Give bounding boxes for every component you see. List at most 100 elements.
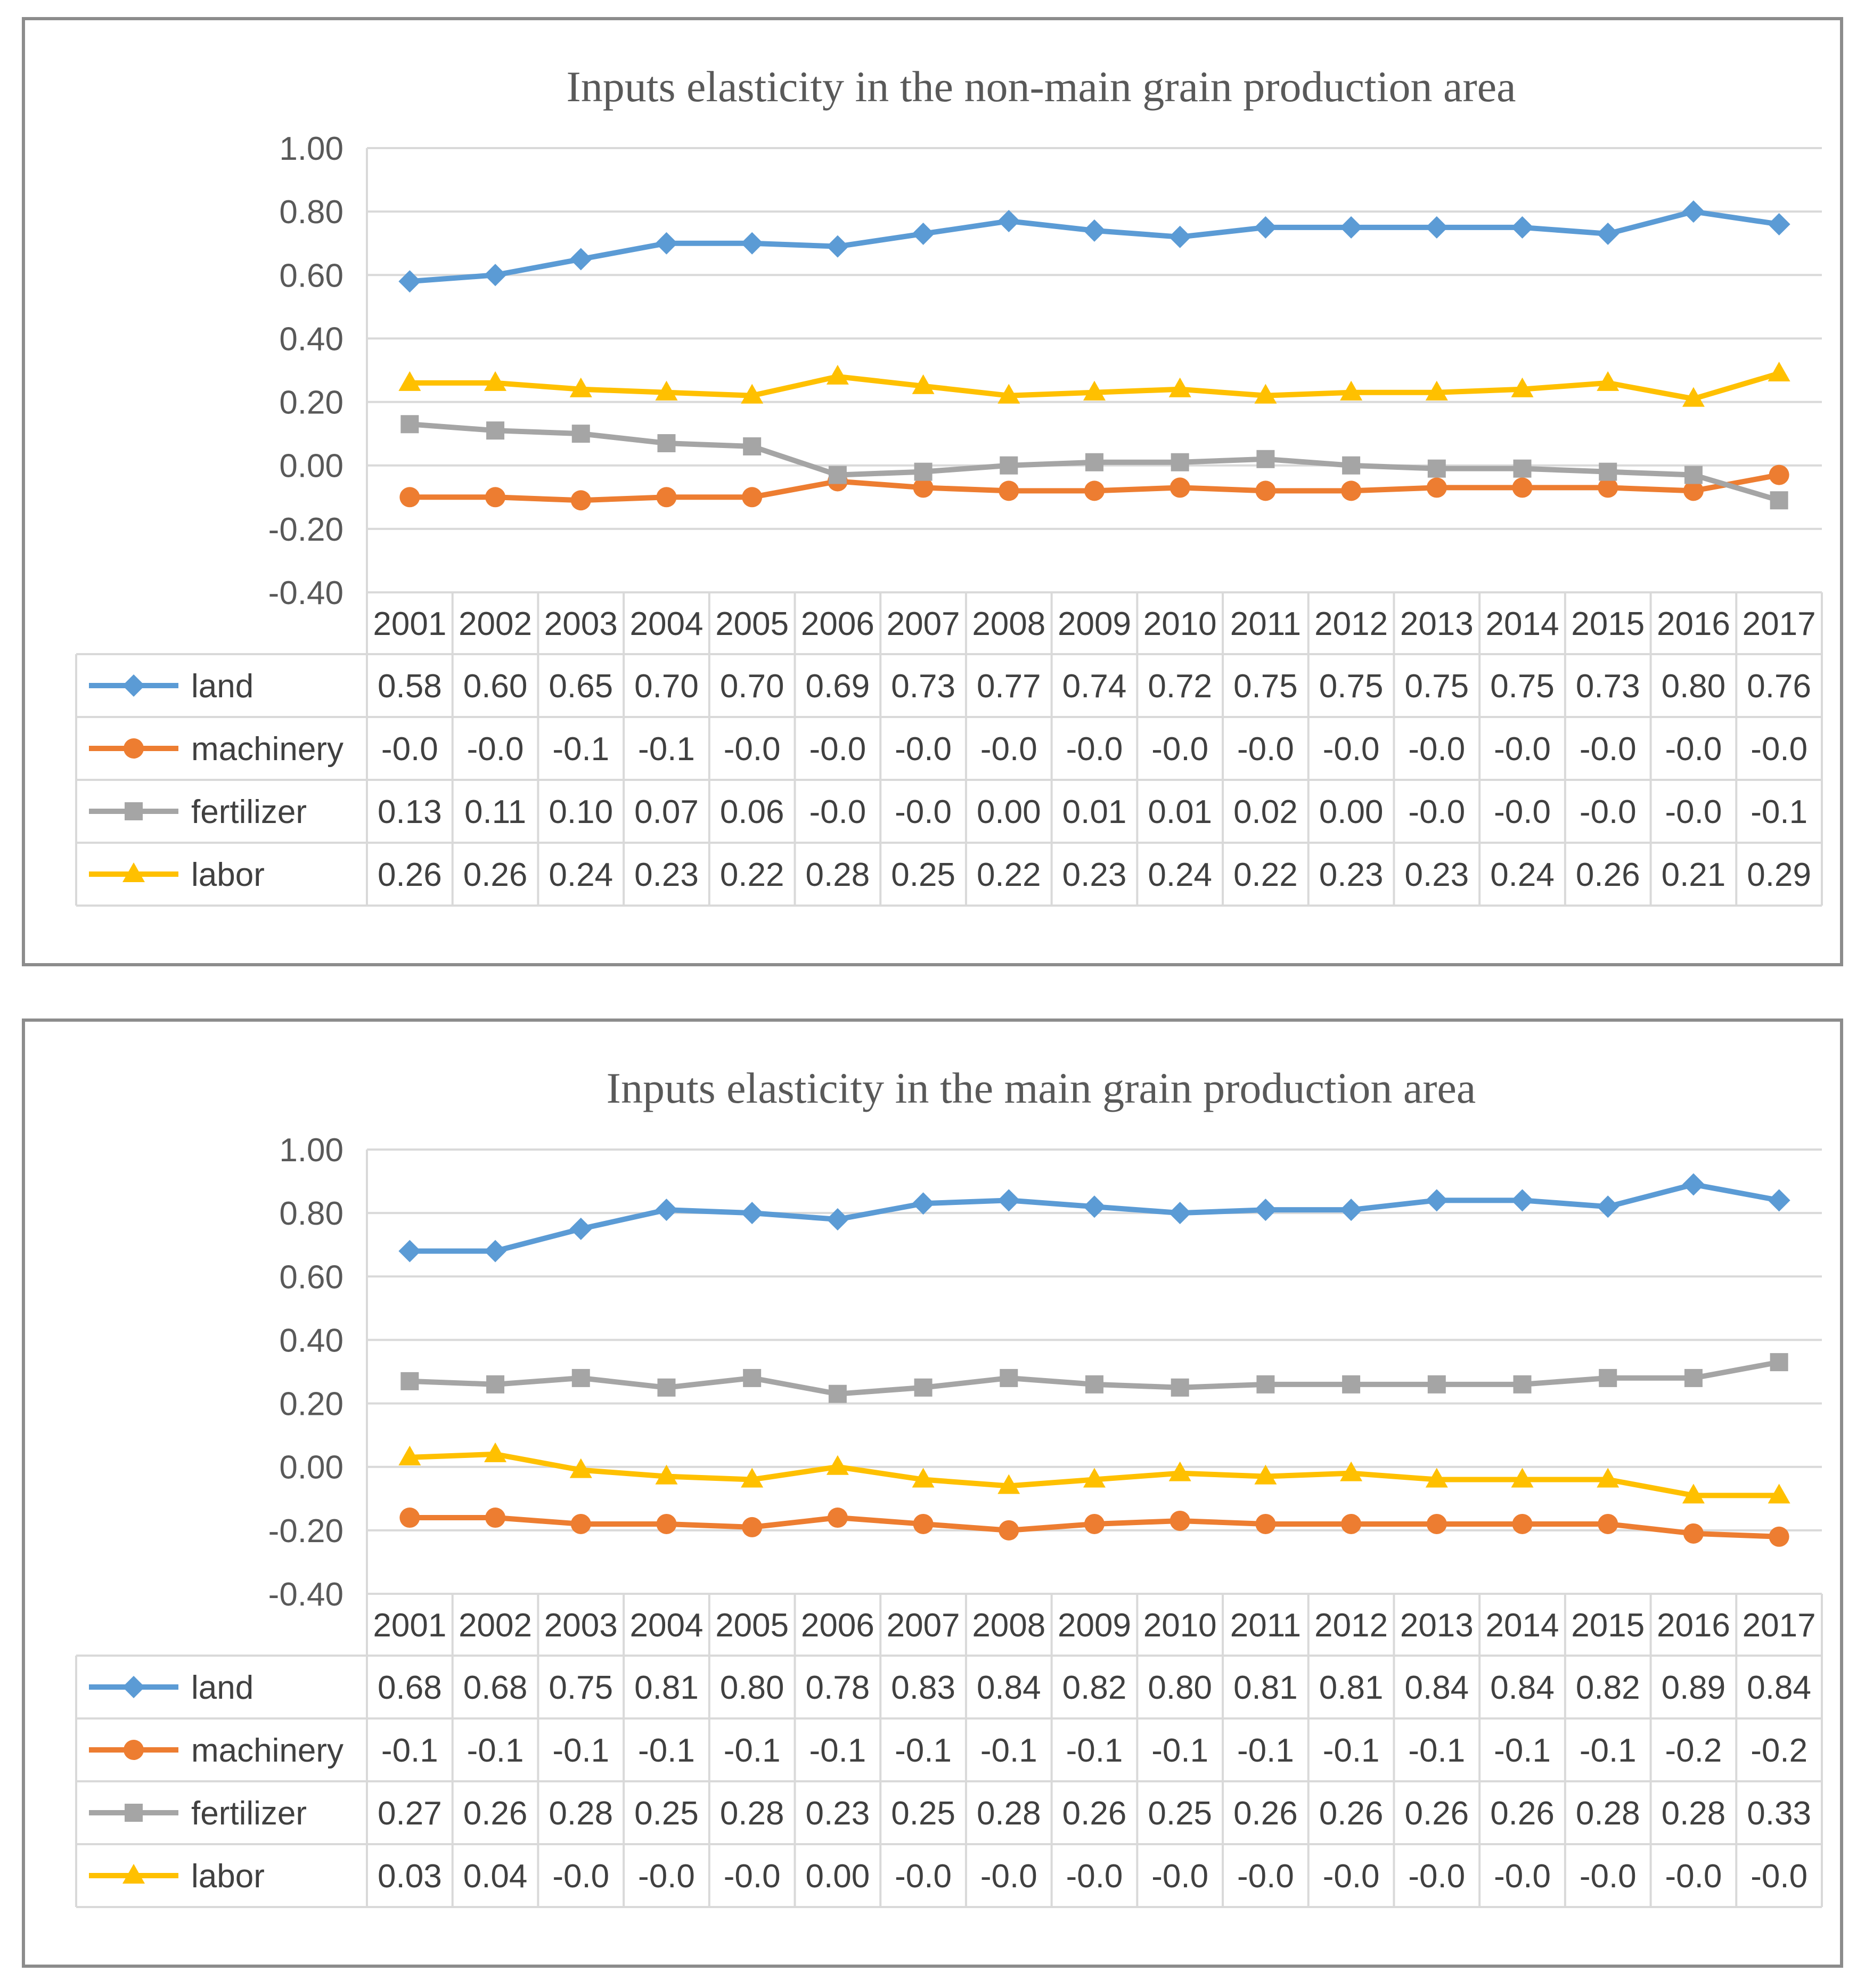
x-tick-label: 2005 — [715, 606, 789, 642]
legend-marker-machinery — [124, 738, 144, 759]
point-land — [1597, 1195, 1619, 1218]
data-label-land: 0.80 — [1662, 668, 1726, 705]
point-machinery — [1683, 1523, 1704, 1544]
data-label-machinery: -0.1 — [724, 1732, 781, 1769]
data-label-fertilizer: 0.25 — [1148, 1795, 1212, 1832]
data-label-labor: 0.23 — [1062, 857, 1127, 893]
point-land — [1597, 222, 1619, 245]
data-label-fertilizer: 0.26 — [1404, 1795, 1469, 1832]
y-tick-label: 0.20 — [279, 1386, 343, 1423]
data-label-machinery: -0.0 — [1237, 731, 1294, 768]
data-label-fertilizer: 0.06 — [720, 794, 784, 830]
x-tick-label: 2014 — [1486, 1607, 1559, 1644]
data-label-labor: -0.0 — [1580, 1858, 1637, 1895]
data-label-labor: -0.0 — [724, 1858, 781, 1895]
data-label-labor: 0.04 — [463, 1858, 528, 1895]
point-fertilizer — [1684, 466, 1703, 484]
point-labor — [1768, 361, 1790, 381]
data-label-land: 0.73 — [891, 668, 955, 705]
x-tick-label: 2002 — [459, 606, 532, 642]
data-label-labor: -0.0 — [1151, 1858, 1208, 1895]
x-tick-label: 2015 — [1571, 606, 1645, 642]
data-label-fertilizer: -0.0 — [1665, 794, 1722, 830]
data-label-land: 0.89 — [1662, 1669, 1726, 1706]
x-tick-label: 2002 — [459, 1607, 532, 1644]
point-machinery — [913, 1513, 934, 1534]
data-label-labor: -0.0 — [980, 1858, 1037, 1895]
x-tick-label: 2005 — [715, 1607, 789, 1644]
data-label-land: 0.65 — [549, 668, 613, 705]
point-fertilizer — [1085, 1375, 1103, 1394]
point-labor — [1597, 371, 1619, 391]
x-tick-label: 2007 — [887, 1607, 960, 1644]
data-label-labor: -0.0 — [638, 1858, 695, 1895]
data-label-land: 0.84 — [1490, 1669, 1555, 1706]
x-tick-label: 2013 — [1400, 606, 1474, 642]
y-tick-label: 0.00 — [279, 448, 343, 485]
data-label-labor: 0.22 — [977, 857, 1041, 893]
point-fertilizer — [1000, 1368, 1018, 1387]
x-tick-label: 2004 — [630, 606, 704, 642]
data-label-land: 0.77 — [977, 668, 1041, 705]
x-tick-label: 2013 — [1400, 1607, 1474, 1644]
point-fertilizer — [657, 1378, 676, 1397]
data-label-machinery: -0.0 — [1580, 731, 1637, 768]
data-label-machinery: -0.1 — [638, 1732, 695, 1769]
data-label-labor: -0.0 — [1494, 1858, 1551, 1895]
x-tick-label: 2009 — [1058, 606, 1131, 642]
point-land — [398, 1240, 421, 1262]
point-fertilizer — [1513, 459, 1532, 478]
data-label-machinery: -0.0 — [1151, 731, 1208, 768]
point-fertilizer — [743, 1368, 762, 1387]
y-tick-label: 0.20 — [279, 385, 343, 421]
point-labor — [1254, 384, 1277, 404]
data-label-machinery: -0.1 — [381, 1732, 438, 1769]
x-tick-label: 2016 — [1657, 1607, 1730, 1644]
point-fertilizer — [1684, 1368, 1703, 1387]
data-label-labor: 0.26 — [378, 857, 442, 893]
point-land — [1425, 1189, 1448, 1212]
point-machinery — [399, 1508, 420, 1528]
point-machinery — [1512, 1513, 1533, 1534]
point-fertilizer — [1171, 1378, 1189, 1397]
data-label-land: 0.83 — [891, 1669, 955, 1706]
point-labor — [1682, 387, 1705, 407]
point-fertilizer — [828, 466, 847, 484]
legend-marker-machinery — [124, 1740, 144, 1760]
data-label-labor: 0.22 — [1233, 857, 1298, 893]
data-label-machinery: -0.2 — [1665, 1732, 1722, 1769]
point-machinery — [1169, 477, 1190, 498]
data-label-land: 0.70 — [634, 668, 699, 705]
point-fertilizer — [1770, 1353, 1788, 1372]
data-label-machinery: -0.0 — [1408, 731, 1465, 768]
point-machinery — [742, 487, 763, 508]
point-land — [655, 1199, 678, 1221]
x-tick-label: 2008 — [972, 606, 1045, 642]
data-label-land: 0.81 — [1319, 1669, 1384, 1706]
data-label-fertilizer: 0.23 — [806, 1795, 870, 1832]
y-tick-label: 0.40 — [279, 321, 343, 357]
point-land — [1083, 219, 1106, 242]
data-label-labor: 0.24 — [1148, 857, 1212, 893]
x-tick-label: 2016 — [1657, 606, 1730, 642]
x-tick-label: 2009 — [1058, 1607, 1131, 1644]
point-labor — [741, 384, 764, 404]
point-land — [1083, 1195, 1106, 1218]
data-label-land: 0.81 — [634, 1669, 699, 1706]
data-label-land: 0.58 — [378, 668, 442, 705]
x-tick-label: 2004 — [630, 1607, 704, 1644]
data-label-machinery: -0.1 — [1494, 1732, 1551, 1769]
chart-main-grain-area: Inputs elasticity in the main grain prod… — [75, 1064, 1823, 1908]
legend-marker-fertilizer — [125, 1804, 143, 1822]
data-label-fertilizer: 0.33 — [1747, 1795, 1811, 1832]
data-label-labor: -0.0 — [1408, 1858, 1465, 1895]
point-labor — [826, 364, 849, 385]
point-land — [741, 232, 764, 255]
point-machinery — [1255, 1513, 1276, 1534]
point-machinery — [1341, 480, 1362, 501]
y-tick-label: 0.40 — [279, 1322, 343, 1359]
y-tick-label: 0.60 — [279, 1259, 343, 1296]
point-fertilizer — [400, 415, 419, 434]
data-label-machinery: -0.1 — [1580, 1732, 1637, 1769]
chart-panel-non-main: Inputs elasticity in the non-main grain … — [22, 17, 1843, 966]
